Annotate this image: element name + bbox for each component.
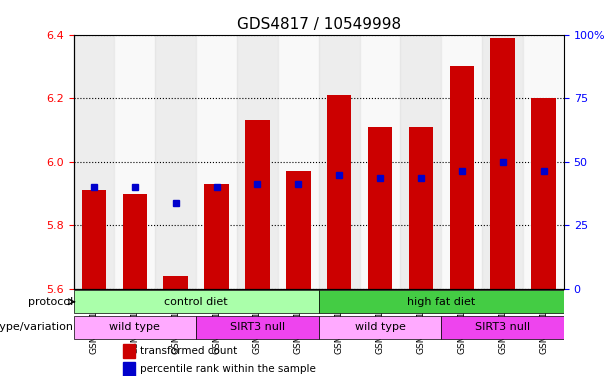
FancyBboxPatch shape: [319, 290, 564, 313]
Bar: [164, 276, 188, 289]
Bar: [319, 35, 360, 289]
Bar: [82, 190, 106, 289]
Text: genotype/variation: genotype/variation: [0, 322, 74, 332]
Bar: [123, 194, 147, 289]
Bar: [523, 35, 564, 289]
Bar: [360, 35, 400, 289]
Text: wild type: wild type: [110, 322, 160, 332]
FancyBboxPatch shape: [319, 316, 441, 339]
Title: GDS4817 / 10549998: GDS4817 / 10549998: [237, 17, 401, 32]
Bar: [286, 171, 311, 289]
Text: wild type: wild type: [355, 322, 405, 332]
Bar: [531, 98, 556, 289]
Bar: [441, 35, 482, 289]
Bar: [237, 35, 278, 289]
Text: transformed count: transformed count: [140, 346, 237, 356]
Bar: [245, 121, 270, 289]
FancyBboxPatch shape: [196, 316, 319, 339]
Bar: [278, 35, 319, 289]
Text: SIRT3 null: SIRT3 null: [230, 322, 285, 332]
Bar: [196, 35, 237, 289]
Text: protocol: protocol: [28, 297, 74, 307]
Bar: [409, 127, 433, 289]
Bar: [490, 38, 515, 289]
Bar: [400, 35, 441, 289]
Bar: [204, 184, 229, 289]
Bar: [123, 344, 135, 358]
Text: high fat diet: high fat diet: [407, 297, 476, 307]
Bar: [482, 35, 523, 289]
FancyBboxPatch shape: [74, 316, 196, 339]
Bar: [327, 95, 351, 289]
Bar: [449, 66, 474, 289]
Bar: [155, 35, 196, 289]
FancyBboxPatch shape: [441, 316, 564, 339]
Bar: [115, 35, 155, 289]
Text: SIRT3 null: SIRT3 null: [475, 322, 530, 332]
Text: percentile rank within the sample: percentile rank within the sample: [140, 364, 316, 374]
Bar: [123, 362, 135, 376]
Bar: [368, 127, 392, 289]
Bar: [74, 35, 115, 289]
FancyBboxPatch shape: [74, 290, 319, 313]
Text: control diet: control diet: [164, 297, 228, 307]
